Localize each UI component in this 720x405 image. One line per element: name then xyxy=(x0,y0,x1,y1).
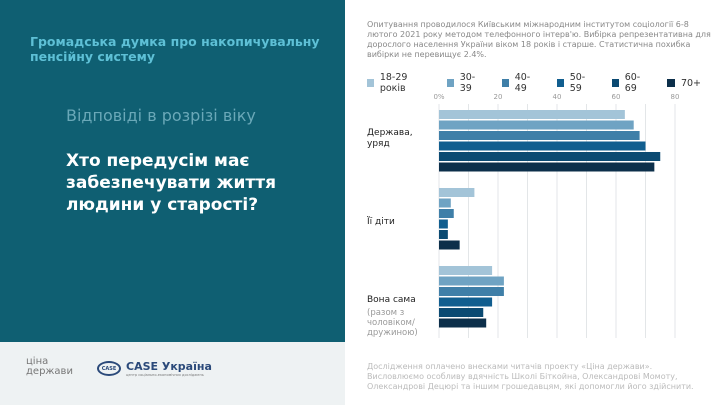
bar xyxy=(439,131,640,140)
category-label: Держава, уряд xyxy=(367,128,413,149)
tsina-derzhavy-logo: ціна держави xyxy=(26,356,73,377)
legend-item: 30-39 xyxy=(446,72,483,94)
bar xyxy=(439,240,460,250)
legend-swatch xyxy=(446,79,454,87)
section-subtitle: Відповіді в розрізі віку xyxy=(66,106,256,125)
category-note: (разом з чоловіком/ дружиною) xyxy=(367,308,418,338)
legend-item: 70+ xyxy=(666,72,702,94)
legend-item: 50-59 xyxy=(556,72,593,94)
footer-logos xyxy=(0,342,345,405)
bar xyxy=(439,308,484,317)
bar xyxy=(439,209,454,218)
category-label: Вона сама xyxy=(367,295,416,305)
bar xyxy=(439,188,475,197)
bar xyxy=(439,152,661,161)
title-panel xyxy=(0,0,345,342)
legend-swatch xyxy=(556,79,564,87)
topic-title: Громадська думка про накопичувальну пенс… xyxy=(30,34,320,64)
legend-label: 30-39 xyxy=(459,72,476,94)
bar xyxy=(439,297,493,307)
x-tick-label: 60 xyxy=(612,93,621,101)
x-tick-label: 20 xyxy=(494,93,503,101)
bar xyxy=(439,318,487,328)
category-label: Її діти xyxy=(367,217,395,227)
bar xyxy=(439,230,448,239)
case-ukraine-logo: CASE CASE Україна центр соціально-економ… xyxy=(97,360,212,377)
legend-swatch xyxy=(367,79,374,87)
question-heading: Хто передусім має забезпечувати життя лю… xyxy=(66,151,277,215)
legend-label: 18-29 років xyxy=(379,72,408,94)
survey-note: Опитування проводилося Київським міжнаро… xyxy=(367,20,711,59)
legend-item: 60-69 xyxy=(611,72,648,94)
x-tick-label: 40 xyxy=(553,93,562,101)
bar xyxy=(439,276,504,286)
legend-item: 18-29 років xyxy=(367,72,428,94)
case-name: CASE Україна xyxy=(126,360,212,373)
bar xyxy=(439,219,448,229)
bar xyxy=(439,266,493,275)
bar xyxy=(439,198,451,208)
legend-swatch xyxy=(666,79,675,87)
bar xyxy=(439,287,504,296)
legend-label: 70+ xyxy=(680,77,702,89)
legend-item: 40-49 xyxy=(501,72,538,94)
x-tick-label: 0% xyxy=(433,93,444,101)
case-oval-icon: CASE xyxy=(97,361,121,376)
credits-note: Дослідження оплачено внесками читачів пр… xyxy=(367,362,694,391)
legend-swatch xyxy=(611,79,619,87)
legend-label: 40-49 xyxy=(514,72,531,94)
legend-label: 60-69 xyxy=(624,72,641,94)
legend-label: 50-59 xyxy=(569,72,586,94)
legend: 18-29 років 30-39 40-49 50-59 60-69 70+ xyxy=(367,72,720,94)
legend-swatch xyxy=(501,79,509,87)
bar xyxy=(439,141,646,151)
bar xyxy=(439,120,634,130)
bar xyxy=(439,110,625,119)
x-tick-label: 80 xyxy=(671,93,680,101)
bar xyxy=(439,162,655,172)
case-tagline: центр соціально-економічних досліджень xyxy=(126,373,204,377)
